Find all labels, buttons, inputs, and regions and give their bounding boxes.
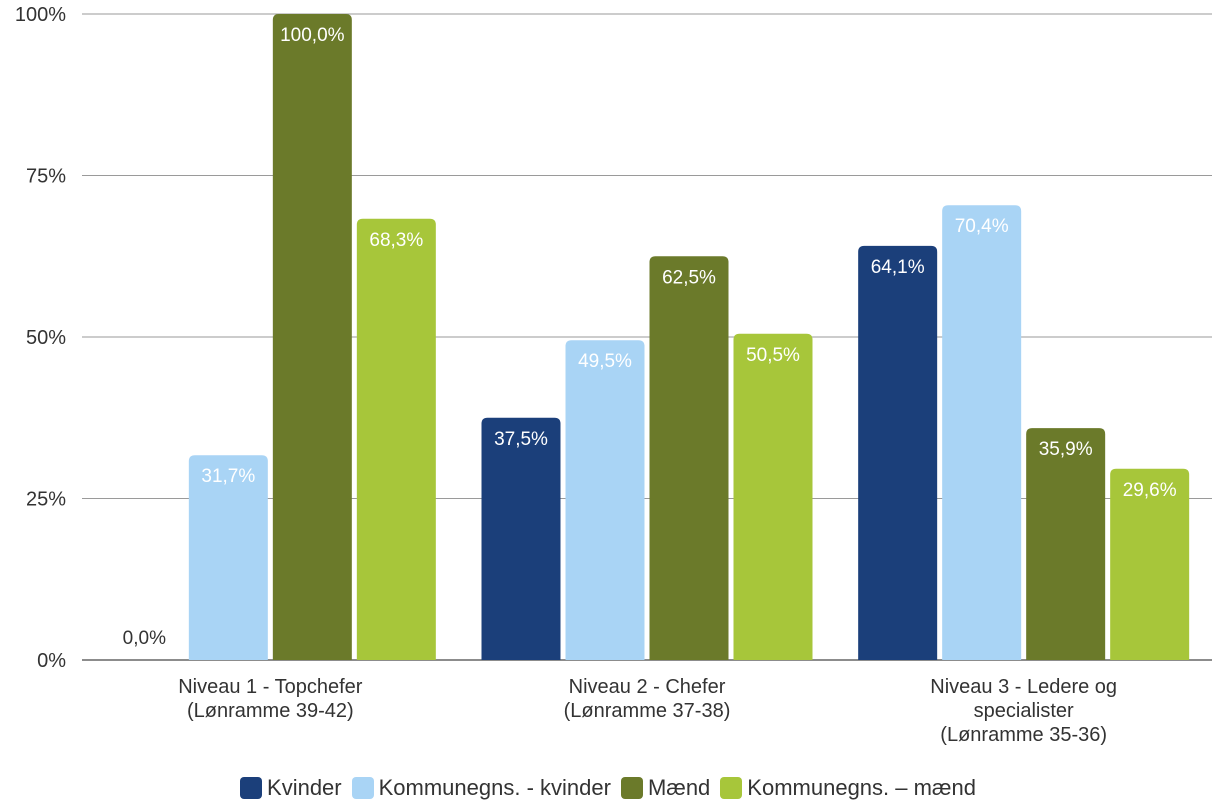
category-label: Niveau 1 - Topchefer — [178, 676, 363, 698]
legend-label: Kommunegns. - kvinder — [378, 775, 611, 800]
legend-item: Kommunegns. – mænd — [720, 775, 976, 801]
data-label: 62,5% — [662, 267, 716, 288]
category-label: Niveau 3 - Ledere og — [930, 676, 1117, 698]
legend-label: Kommunegns. – mænd — [747, 775, 976, 800]
legend-item: Kvinder — [240, 775, 342, 801]
bar — [858, 245, 938, 660]
legend-swatch — [720, 777, 743, 799]
data-label: 64,1% — [871, 257, 925, 278]
y-axis: 0% 25% 50% 75% 100% — [15, 4, 66, 672]
gridlines — [82, 13, 1212, 661]
bars: 0,0% 31,7% 100,0% 68,3% 37,5% 49,5% 62,5% 50,5%… — [123, 14, 1190, 661]
data-label: 70,4% — [955, 216, 1009, 237]
bar — [565, 340, 645, 660]
bar — [272, 14, 352, 660]
legend-item: Kommunegns. - kvinder — [351, 775, 611, 801]
data-label: 50,5% — [746, 345, 800, 366]
data-label: 100,0% — [280, 25, 345, 46]
category-label: Niveau 2 - Chefer — [569, 676, 726, 698]
bar — [733, 333, 813, 660]
x-axis: Niveau 1 - Topchefer(Lønramme 39-42) Nive… — [178, 676, 1117, 746]
legend-swatch — [240, 777, 263, 799]
legend-label: Mænd — [647, 775, 711, 800]
data-label: 49,5% — [578, 351, 632, 372]
legend-swatch — [351, 777, 374, 799]
bar — [649, 256, 729, 660]
bar — [356, 218, 436, 661]
data-label: 29,6% — [1123, 480, 1177, 501]
legend-swatch — [620, 777, 643, 799]
category-label: (Lønramme 35-36) — [940, 724, 1107, 746]
data-label: 0,0% — [123, 628, 166, 649]
category-label: specialister — [974, 700, 1074, 722]
bar — [1026, 428, 1106, 660]
bar — [1110, 468, 1190, 660]
y-tick-label: 0% — [37, 650, 66, 672]
legend-item: Mænd — [620, 775, 711, 801]
data-label: 68,3% — [369, 230, 423, 251]
bar-chart: 0% 25% 50% 75% 100% 0,0% 31,7% 100,0% 68,3% 37,5… — [15, 4, 1212, 746]
bar — [942, 205, 1022, 660]
y-tick-label: 25% — [26, 489, 66, 511]
category-label: (Lønramme 39-42) — [187, 700, 354, 722]
legend-label: Kvinder — [267, 775, 342, 800]
y-tick-label: 100% — [15, 4, 66, 26]
bar — [481, 417, 561, 660]
y-tick-label: 75% — [26, 166, 66, 188]
data-label: 31,7% — [201, 466, 255, 487]
data-label: 35,9% — [1039, 439, 1093, 460]
data-label: 37,5% — [494, 429, 548, 450]
bar — [188, 455, 268, 660]
legend: Kvinder Kommunegns. - kvinder Mænd Kommuneg… — [0, 775, 1216, 801]
y-tick-label: 50% — [26, 327, 66, 349]
category-label: (Lønramme 37-38) — [564, 700, 731, 722]
